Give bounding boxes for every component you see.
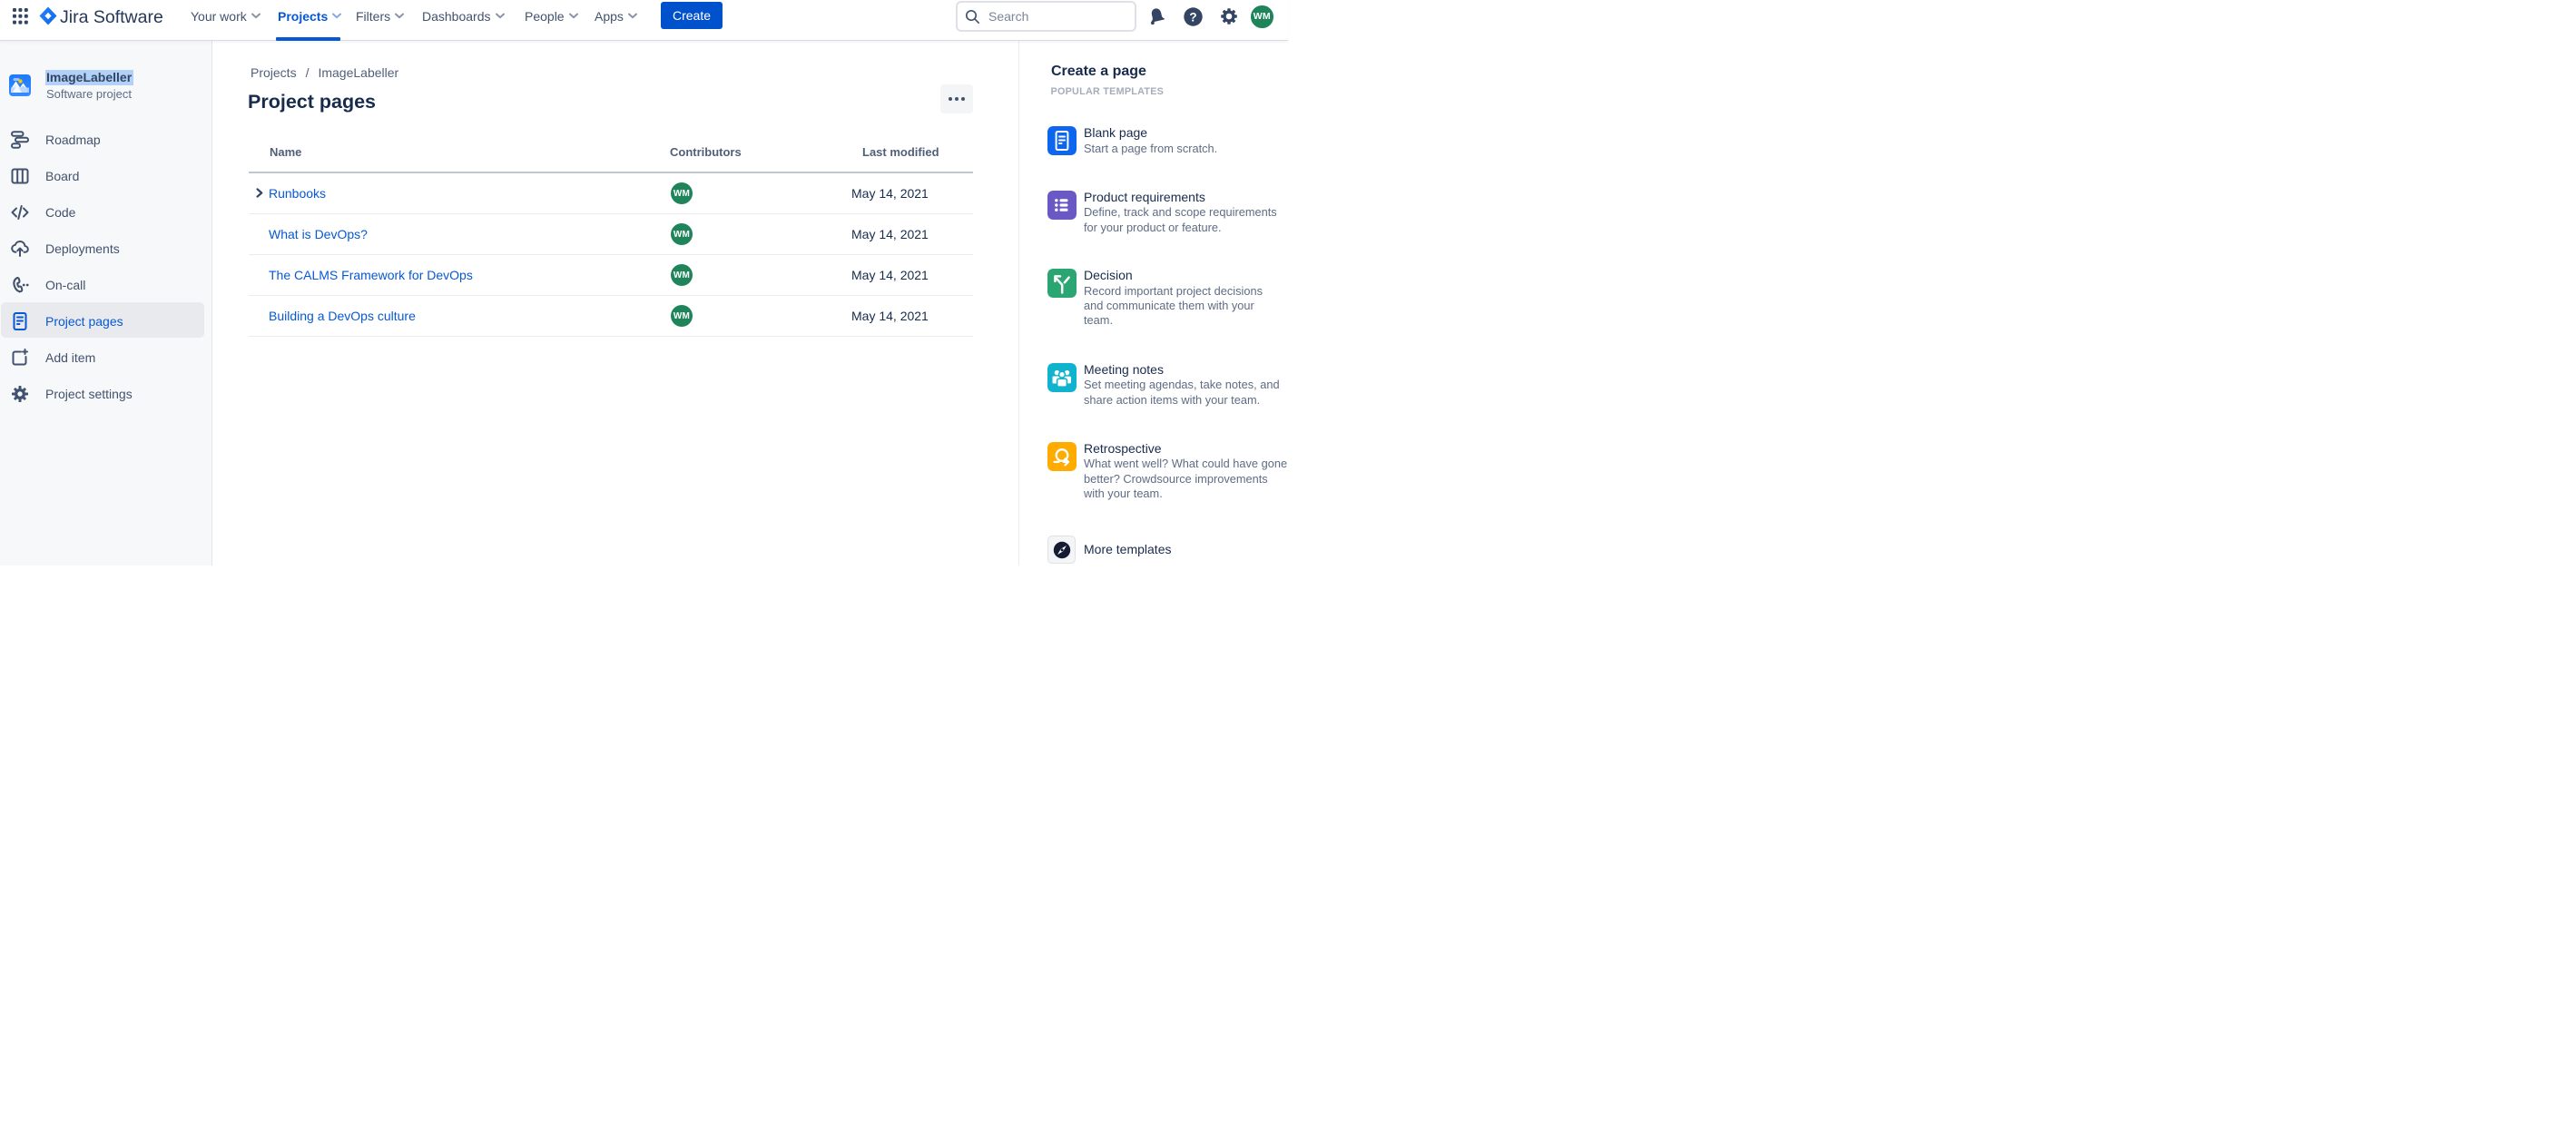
svg-text:?: ? xyxy=(1189,10,1196,24)
